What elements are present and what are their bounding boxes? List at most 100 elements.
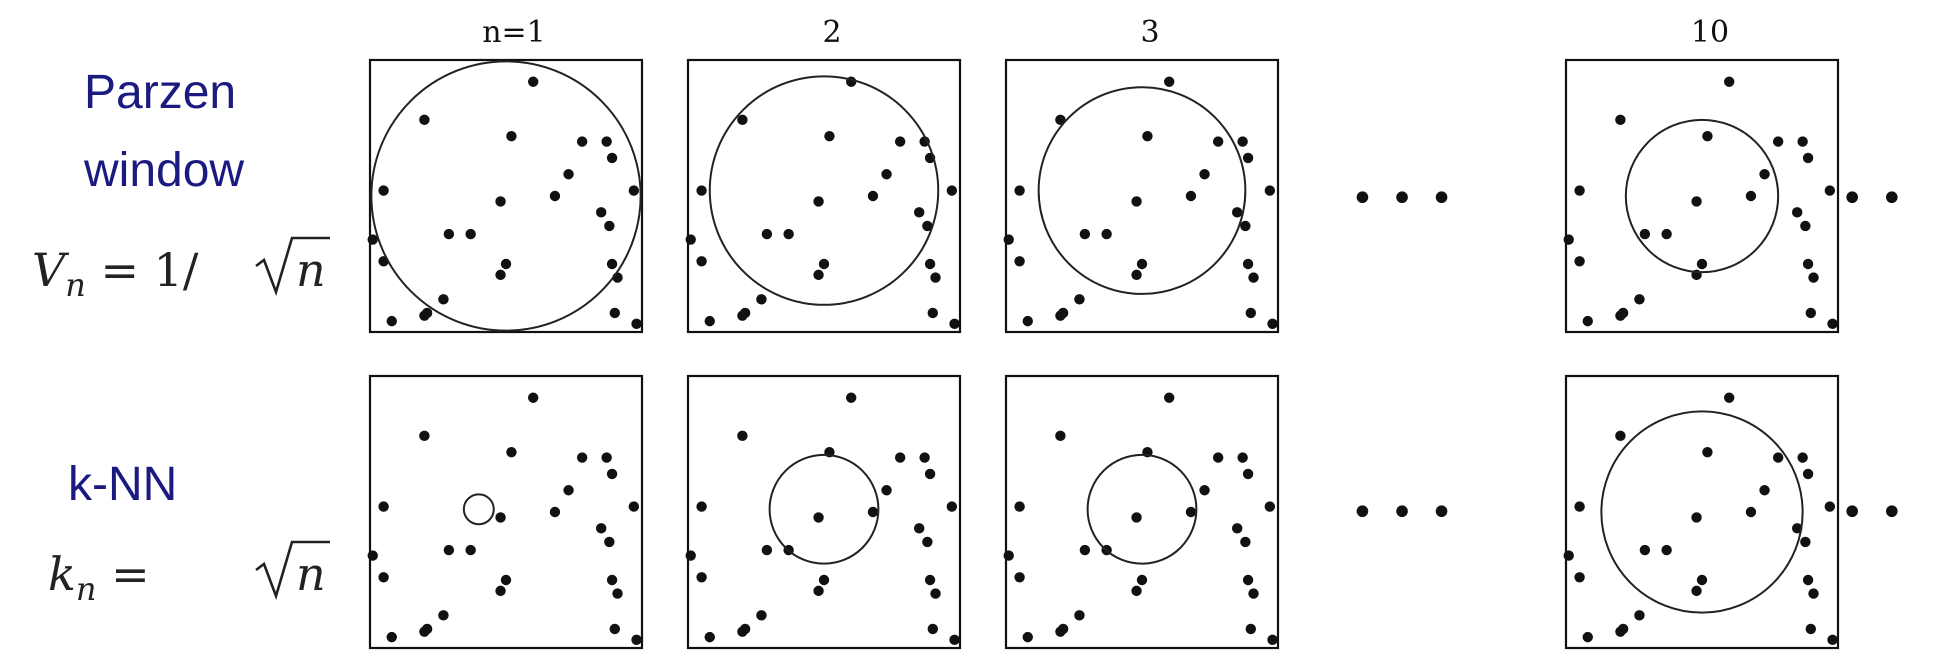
knn-window-n10: [1600, 410, 1804, 614]
parzen-n10-point-10: [1824, 185, 1836, 196]
parzen-n1-point-24: [386, 315, 397, 327]
parzen-sqrt-sign: [255, 236, 330, 297]
parzen-n1-point-6: [563, 169, 574, 180]
knn-window-n2: [768, 453, 880, 565]
knn-n3-point-24: [1022, 631, 1033, 643]
knn-n10-point-18: [1802, 574, 1814, 586]
knn-n10-point-8: [1745, 506, 1757, 518]
knn-n10-point-26: [1827, 634, 1838, 646]
parzen-n2-point-7: [696, 185, 707, 196]
knn-n10-point-25: [1805, 623, 1817, 635]
knn-n3-point-13: [1079, 544, 1091, 556]
knn-n1-point-24: [386, 631, 397, 643]
knn-panel-n3: [1004, 374, 1280, 650]
knn-formula-radicand: n: [296, 547, 326, 601]
parzen-n2-point-6: [881, 169, 892, 180]
parzen-n3-point-10: [1264, 185, 1276, 196]
parzen-n1-point-9: [495, 196, 506, 207]
parzen-n10-point-18: [1802, 258, 1814, 270]
knn-formula-sub: n: [76, 570, 97, 608]
parzen-title-line2: window: [83, 144, 244, 197]
parzen-window-n10: [1624, 118, 1780, 274]
knn-n3-point-25: [1245, 623, 1257, 635]
knn-n1-point-23: [419, 626, 430, 637]
parzen-n3-point-25: [1245, 307, 1257, 319]
knn-n3-point-3: [1212, 452, 1224, 463]
knn-n3-point-10: [1264, 501, 1276, 512]
knn-n2-point-3: [894, 452, 906, 463]
parzen-n3-point-17: [1136, 258, 1148, 270]
parzen-n10-point-7: [1574, 185, 1585, 196]
parzen-n1-point-25: [609, 307, 620, 319]
parzen-n10-point-24: [1582, 315, 1593, 327]
knn-n10-point-17: [1696, 574, 1708, 586]
knn-formula-mid: =: [96, 547, 164, 601]
knn-n1-point-4: [601, 452, 612, 463]
knn-n3-point-23: [1055, 626, 1066, 637]
knn-n1-point-3: [576, 452, 588, 463]
knn-n1-point-5: [606, 468, 618, 480]
parzen-n1-point-18: [606, 258, 618, 270]
parzen-n10-point-8: [1745, 190, 1757, 202]
parzen-n3-point-16: [1014, 256, 1025, 267]
knn-n1-point-9: [495, 512, 506, 523]
knn-n2-point-11: [914, 523, 925, 534]
knn-n1-point-0: [528, 392, 539, 403]
parzen-n1-point-10: [628, 185, 640, 196]
knn-n1-point-15: [367, 550, 378, 561]
panels: [367, 58, 1840, 650]
parzen-n10-point-6: [1759, 169, 1770, 180]
parzen-n1-point-23: [419, 310, 430, 321]
parzen-n10-point-21: [1634, 294, 1645, 305]
parzen-panel-n1: [368, 58, 644, 334]
parzen-n1-point-12: [604, 220, 615, 232]
knn-n1-point-8: [549, 506, 561, 518]
knn-n3-point-9: [1131, 512, 1142, 523]
parzen-n2-point-2: [824, 130, 835, 142]
knn-n10-point-12: [1800, 536, 1811, 548]
parzen-n3-point-3: [1212, 136, 1224, 147]
knn-n3-point-4: [1237, 452, 1248, 463]
parzen-n1-point-7: [378, 185, 389, 196]
parzen-n10-point-14: [1661, 228, 1672, 240]
knn-n10-point-24: [1582, 631, 1593, 643]
parzen-n2-point-20: [813, 269, 824, 281]
knn-n2-point-21: [756, 610, 767, 621]
svg-text:kn =: kn =: [48, 547, 164, 608]
parzen-n3-point-11: [1232, 207, 1243, 218]
parzen-n10-point-1: [1615, 114, 1626, 126]
knn-n2-point-8: [867, 506, 879, 518]
knn-n2-point-18: [924, 574, 936, 586]
ellipsis-row1-trailing: ••: [1840, 176, 1919, 222]
knn-n2-point-25: [927, 623, 938, 635]
knn-n2-point-24: [704, 631, 715, 643]
parzen-n1-point-8: [549, 190, 561, 202]
parzen-formula-mid: = 1/: [86, 243, 199, 297]
parzen-n1-point-3: [576, 136, 588, 147]
parzen-formula: Vn = 1/ n: [32, 236, 330, 304]
knn-panel-n1: [368, 374, 644, 650]
parzen-formula-lhs: V: [32, 243, 70, 297]
column-label-n10: 10: [1691, 15, 1729, 50]
knn-n2-point-5: [924, 468, 936, 480]
knn-n3-point-18: [1242, 574, 1254, 586]
parzen-n1-point-2: [506, 130, 517, 142]
knn-n3-point-12: [1240, 536, 1251, 548]
knn-n1-point-25: [609, 623, 620, 635]
knn-n10-point-2: [1702, 446, 1713, 458]
knn-window-n1: [462, 493, 495, 526]
knn-n2-point-6: [881, 485, 892, 496]
parzen-n3-point-6: [1199, 169, 1210, 180]
knn-n2-point-1: [737, 430, 748, 442]
knn-n10-point-11: [1792, 523, 1803, 534]
parzen-n2-point-24: [704, 315, 715, 327]
knn-n3-point-5: [1242, 468, 1254, 480]
knn-n2-point-19: [930, 588, 941, 599]
parzen-n1-point-13: [443, 228, 455, 240]
knn-n10-point-21: [1634, 610, 1645, 621]
column-label-n3: 3: [1140, 15, 1159, 50]
parzen-formula-radicand: n: [296, 243, 326, 297]
knn-n2-point-23: [737, 626, 748, 637]
parzen-n1-point-17: [500, 258, 512, 270]
